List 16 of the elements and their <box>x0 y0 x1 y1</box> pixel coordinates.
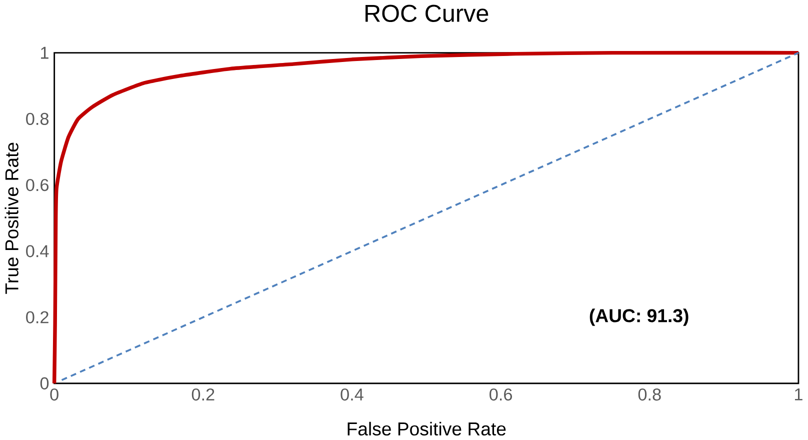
y-tick-label: 0 <box>40 377 49 390</box>
y-axis-title: True Positive Rate <box>4 142 18 294</box>
x-tick-label: 0.8 <box>638 388 661 400</box>
y-tick-label: 0.6 <box>26 178 49 191</box>
chart-title: ROC Curve <box>366 4 488 22</box>
y-tick-label: 0.2 <box>26 311 48 324</box>
x-tick-label: 0.6 <box>490 388 512 400</box>
x-tick-label: 0.2 <box>192 388 214 400</box>
annotation: (AUC: 91.3) <box>590 308 688 326</box>
y-tick-label: 0.4 <box>26 244 49 258</box>
y-tick-label: 0.8 <box>26 112 49 125</box>
x-tick-label: 0 <box>50 388 58 400</box>
x-axis-title: False Positive Rate <box>348 422 506 436</box>
x-tick-label: 1 <box>794 388 802 400</box>
x-tick-label: 0.4 <box>340 388 364 400</box>
y-tick-label: 1 <box>41 46 48 59</box>
